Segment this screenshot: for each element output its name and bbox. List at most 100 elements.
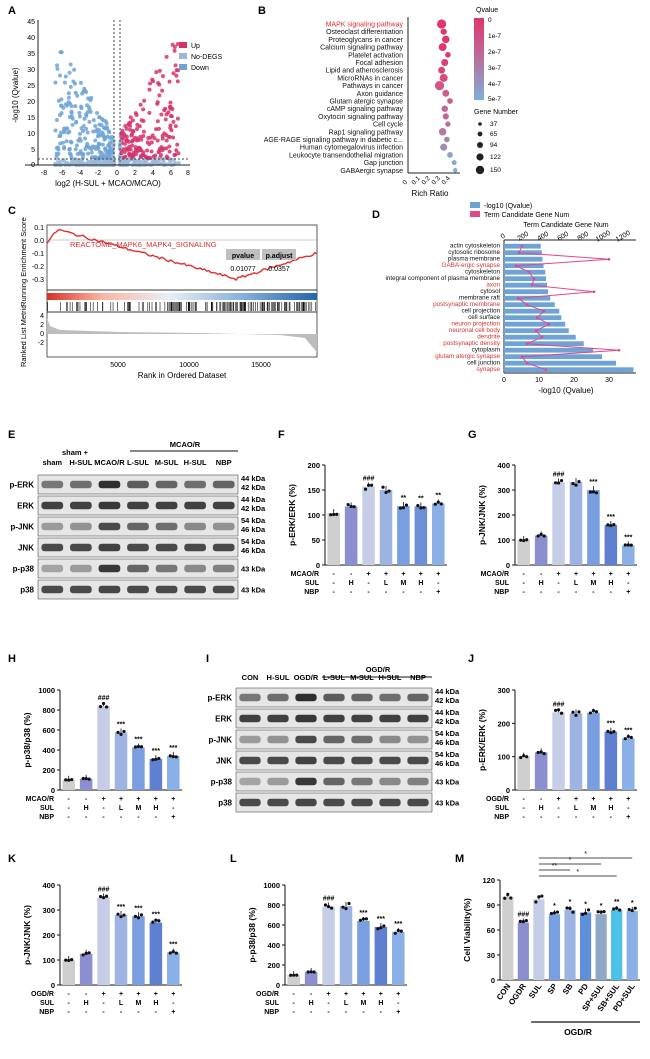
bar-point xyxy=(306,970,310,974)
volcano-point xyxy=(88,109,93,114)
bar-row-value: + xyxy=(327,991,331,998)
volcano-point xyxy=(176,151,181,156)
volcano-point xyxy=(91,118,96,123)
go-term-label: cytosol xyxy=(480,288,500,295)
qvalue-tick: 5e-7 xyxy=(488,96,501,103)
bar xyxy=(579,912,592,980)
bar-row-value: - xyxy=(592,589,595,596)
blot-band xyxy=(70,501,92,510)
go-gene-num-point xyxy=(514,264,518,268)
bar-point xyxy=(171,755,175,759)
volcano-point xyxy=(93,138,98,143)
blot-band xyxy=(239,798,261,807)
bar-point xyxy=(509,896,513,900)
gsea-metric-yticks: 4 2 0 -2 xyxy=(38,313,44,347)
volcano-point xyxy=(169,114,174,119)
go-top-tick: 200 xyxy=(516,231,530,243)
bar xyxy=(79,778,93,790)
bar-row-value: + xyxy=(119,991,123,998)
bar-point xyxy=(534,900,538,904)
kegg-xtick: 0.2 xyxy=(420,175,432,187)
bar-ytick-label: 120 xyxy=(482,876,495,885)
bar-row-value: M xyxy=(591,805,597,812)
bar-point xyxy=(382,924,386,928)
bar-row-value: - xyxy=(367,589,370,596)
bar-point xyxy=(168,754,172,758)
bar-sig: *** xyxy=(134,737,142,744)
kegg-xtick: 0 xyxy=(401,179,409,187)
bar-row-value: - xyxy=(610,589,613,596)
go-top-tick: 800 xyxy=(576,231,590,243)
blot-band xyxy=(379,735,401,744)
volcano-point xyxy=(103,135,108,140)
volcano-ytick: 35 xyxy=(27,51,35,58)
go-gene-num-point xyxy=(607,257,611,261)
bar-row-label: NBP xyxy=(264,1009,279,1016)
blot-kda-label: 44 kDa xyxy=(241,474,266,483)
bar-sig: ### xyxy=(98,887,110,894)
bar-sig: * xyxy=(584,902,587,909)
bar-point xyxy=(539,532,543,537)
blot-band xyxy=(155,543,178,552)
blot-kda-label: 46 kDa xyxy=(241,546,266,555)
volcano-point xyxy=(149,149,154,154)
panel-letter-a: A xyxy=(8,5,16,17)
go-term-label: postsynaptic membrane xyxy=(433,301,500,308)
bar-row-value: - xyxy=(397,1000,400,1007)
blot-band xyxy=(98,564,121,573)
volcano-point xyxy=(171,71,176,76)
volcano-ytick: 45 xyxy=(27,19,35,26)
volcano-point xyxy=(144,155,149,160)
legend-up-swatch xyxy=(179,42,187,48)
kegg-bubble xyxy=(442,35,450,44)
volcano-point xyxy=(173,124,178,129)
gene-size-dot xyxy=(476,153,484,161)
kegg-bubble xyxy=(440,28,447,35)
gsea-rank-colorbar xyxy=(47,293,317,300)
bar-point xyxy=(525,755,529,759)
volcano-point xyxy=(54,156,59,161)
volcano-ytick: 10 xyxy=(27,131,35,138)
volcano-point xyxy=(126,147,131,152)
volcano-point xyxy=(105,155,110,160)
bar xyxy=(114,732,128,790)
gsea-ytick: 0.0 xyxy=(34,238,44,245)
bar-row-value: L xyxy=(384,580,389,587)
volcano-point xyxy=(164,138,169,143)
bar-point xyxy=(540,894,544,898)
bar-row-value: - xyxy=(102,805,105,812)
blot-lane-label: CON xyxy=(242,673,259,682)
bar-ytick-label: 90 xyxy=(487,901,495,910)
bar-point xyxy=(352,505,356,509)
bar-sig: *** xyxy=(117,722,125,729)
bar xyxy=(502,896,514,980)
bar-point xyxy=(612,730,616,734)
volcano-point xyxy=(160,74,165,79)
volcano-point xyxy=(74,143,79,148)
volcano-point xyxy=(145,148,150,153)
bar-row-value: + xyxy=(419,571,423,578)
blot-band xyxy=(127,585,149,594)
kegg-bubble xyxy=(441,105,448,112)
go-legend-gene-swatch xyxy=(470,211,480,217)
panel-letter-f: F xyxy=(278,429,285,441)
blot-band xyxy=(70,564,92,573)
volcano-point xyxy=(97,149,102,154)
bar-point xyxy=(154,918,158,922)
bar-ytick-label: 600 xyxy=(267,921,280,930)
volcano-point xyxy=(172,152,177,157)
volcano-point xyxy=(147,87,152,92)
bar-point xyxy=(122,729,126,734)
volcano-ytick: 25 xyxy=(27,83,35,90)
blot-kda-label: 44 kDa xyxy=(435,687,460,696)
volcano-xtick: -8 xyxy=(41,170,47,177)
bar-point xyxy=(133,745,138,749)
volcano-point xyxy=(97,122,102,127)
kegg-pathway-label: Pathways in cancer xyxy=(342,83,403,90)
volcano-point xyxy=(69,104,74,109)
bar-point xyxy=(332,512,336,517)
blot-kda-label: 43 kDa xyxy=(241,565,266,574)
go-legend-gene-label: Term Candidate Gene Num xyxy=(484,212,569,219)
volcano-point xyxy=(101,125,106,130)
